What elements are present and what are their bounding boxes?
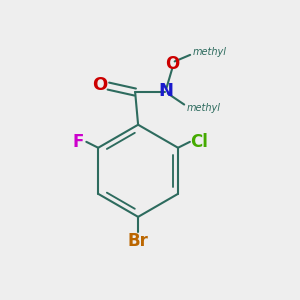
Text: O: O bbox=[165, 55, 179, 73]
Text: methyl: methyl bbox=[187, 103, 221, 113]
Text: O: O bbox=[92, 76, 108, 94]
Text: Br: Br bbox=[128, 232, 148, 250]
Text: methyl: methyl bbox=[193, 47, 227, 57]
Text: F: F bbox=[73, 133, 84, 151]
Text: Cl: Cl bbox=[190, 133, 208, 151]
Text: N: N bbox=[159, 82, 174, 100]
